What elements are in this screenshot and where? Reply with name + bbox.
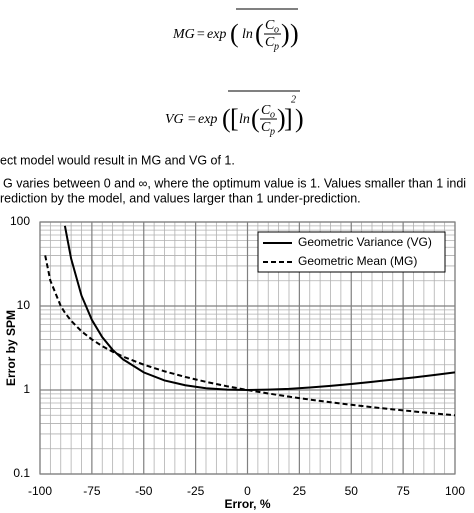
formula-func: exp: [207, 27, 226, 42]
x-tick-label: 0: [244, 484, 251, 498]
chart: -100 -75 -50 -25 0 25 50 75 100 0.1 1 10 100 Error, %…: [4, 214, 465, 511]
formula-num: C: [265, 18, 275, 33]
paren: ): [295, 104, 304, 133]
formula-ln: ln: [239, 112, 250, 127]
x-tick-label: -100: [28, 484, 52, 498]
formula-den: C: [265, 35, 275, 50]
formula-num: C: [261, 103, 271, 118]
series-group: [44, 225, 455, 417]
formula-num-sub: o: [270, 109, 275, 120]
paren: (: [255, 19, 264, 48]
paren: (: [251, 104, 260, 133]
formula-num-sub: o: [274, 24, 279, 35]
series-line: [63, 225, 455, 392]
y-tick-label: 100: [10, 214, 30, 228]
y-axis-title: Error by SPM: [4, 310, 18, 386]
formula-op: =: [187, 112, 196, 127]
plot-frame: [39, 221, 456, 475]
paragraph-line: rediction by the model, and values large…: [0, 191, 361, 205]
formula-func: exp: [198, 112, 217, 127]
y-tick-label: 10: [17, 298, 31, 312]
y-tick-label: 1: [23, 382, 30, 396]
y-tick-label: 0.1: [13, 466, 30, 480]
paren: ): [281, 19, 290, 48]
x-tick-label: 50: [345, 484, 359, 498]
formula-vg: VG = exp ( [ ln ( C o C p ) ] 2 ): [165, 90, 304, 137]
x-axis-title: Error, %: [224, 497, 270, 511]
paren: (: [222, 104, 231, 133]
x-tick-label: 100: [445, 484, 465, 498]
bracket: ]: [284, 104, 293, 133]
formula-lhs: MG: [172, 27, 195, 42]
x-tick-label: 25: [293, 484, 307, 498]
formula-ln: ln: [242, 27, 253, 42]
formula-den: C: [261, 120, 271, 135]
x-tick-label: -25: [187, 484, 205, 498]
paragraph-line: ect model would result in MG and VG of 1…: [0, 153, 235, 167]
paren: (: [230, 19, 239, 48]
formula-den-sub: p: [273, 41, 279, 52]
formula-power: 2: [291, 94, 296, 105]
legend-label: Geometric Variance (VG): [298, 235, 432, 249]
legend-label: Geometric Mean (MG): [298, 254, 417, 268]
formula-den-sub: p: [269, 126, 275, 137]
paren: ): [290, 19, 299, 48]
formula-op: =: [196, 27, 205, 42]
x-tick-label: 75: [396, 484, 410, 498]
x-tick-label: -50: [135, 484, 153, 498]
bracket: [: [230, 104, 239, 133]
x-tick-label: -75: [83, 484, 101, 498]
paragraph-line: G varies between 0 and ∞, where the opti…: [3, 176, 466, 190]
formula-lhs: VG: [165, 112, 184, 127]
series-line: [44, 255, 455, 417]
legend-box: [257, 231, 446, 273]
paren: ): [277, 104, 286, 133]
formula-mg: MG = exp ( ln ( C o C p ) ): [172, 8, 299, 52]
